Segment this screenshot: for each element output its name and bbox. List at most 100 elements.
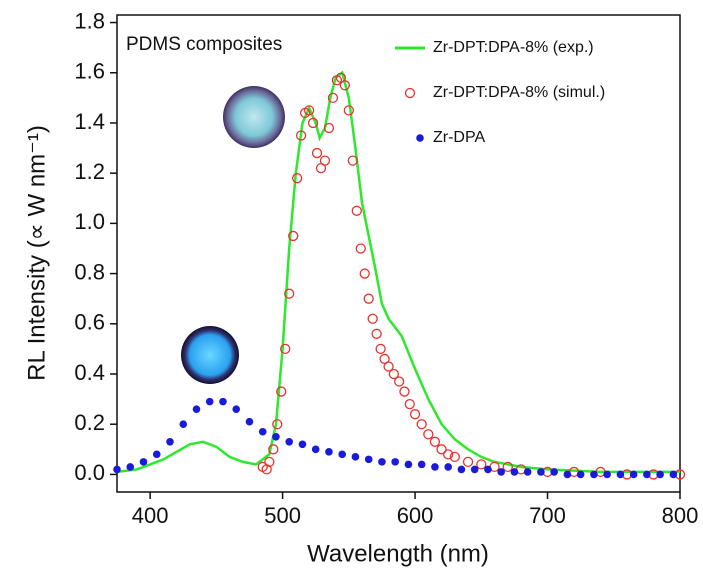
data-point xyxy=(295,130,307,141)
data-point xyxy=(272,432,280,441)
y-tick-label: 0.4 xyxy=(74,360,105,385)
data-point xyxy=(325,448,333,456)
data-point xyxy=(476,459,487,470)
data-point xyxy=(179,420,188,429)
annotation: PDMS composites xyxy=(126,34,282,55)
data-point xyxy=(311,445,320,454)
data-point xyxy=(537,468,545,476)
data-point xyxy=(404,398,415,410)
x-axis-label: Wavelength (nm) xyxy=(307,540,489,567)
data-line xyxy=(116,70,680,474)
data-point xyxy=(272,419,283,430)
data-point xyxy=(436,444,447,455)
data-point xyxy=(126,463,135,471)
y-tick-label: 0.6 xyxy=(74,310,105,335)
data-point xyxy=(576,470,585,479)
data-point xyxy=(288,230,299,242)
data-point xyxy=(307,117,319,129)
x-tick-label: 600 xyxy=(397,503,434,528)
data-point xyxy=(502,461,513,473)
data-point xyxy=(232,405,241,413)
data-point xyxy=(311,147,323,159)
data-point xyxy=(166,437,174,446)
data-point xyxy=(399,386,410,397)
y-tick-label: 0.0 xyxy=(74,460,105,485)
data-point xyxy=(378,458,386,466)
data-point xyxy=(510,468,519,476)
data-point xyxy=(359,268,370,279)
data-point xyxy=(462,456,474,468)
data-point xyxy=(388,368,400,380)
data-point xyxy=(416,419,427,430)
data-point xyxy=(280,343,291,355)
legend-swatch xyxy=(416,134,424,142)
data-point xyxy=(351,453,360,461)
data-point xyxy=(219,397,227,406)
data-point xyxy=(429,436,441,447)
data-point xyxy=(449,451,460,463)
x-tick-label: 700 xyxy=(529,503,566,528)
data-point xyxy=(404,460,413,469)
data-point xyxy=(383,361,394,372)
data-point xyxy=(497,468,505,476)
data-point xyxy=(363,293,374,304)
data-point xyxy=(338,450,347,459)
x-tick-label: 400 xyxy=(132,503,169,528)
data-point xyxy=(371,328,382,339)
data-point xyxy=(343,105,354,116)
legend-label: Zr-DPA xyxy=(433,129,485,146)
legend-label: Zr-DPT:DPA-8% (exp.) xyxy=(433,39,594,56)
data-point xyxy=(264,456,275,468)
data-point xyxy=(139,458,148,466)
y-tick-label: 1.2 xyxy=(74,159,105,184)
data-point xyxy=(367,313,378,324)
data-point xyxy=(364,455,373,464)
y-axis-label: RL Intensity (∝ W nm⁻¹) xyxy=(23,125,50,381)
data-point xyxy=(113,465,121,474)
data-point xyxy=(192,405,201,413)
data-point xyxy=(590,470,598,479)
y-tick-label: 0.8 xyxy=(74,259,105,284)
sample-photo xyxy=(181,326,239,384)
legend-label: Zr-DPT:DPA-8% (simul.) xyxy=(433,84,605,101)
data-point xyxy=(323,122,335,134)
data-point xyxy=(327,92,339,103)
data-point xyxy=(603,470,611,479)
data-point xyxy=(484,465,492,474)
data-point xyxy=(351,205,362,216)
data-point xyxy=(394,376,405,387)
legend-swatch xyxy=(404,87,416,99)
data-point xyxy=(319,155,331,166)
data-point xyxy=(339,80,350,91)
data-point xyxy=(444,463,452,471)
data-point xyxy=(669,470,678,479)
data-point xyxy=(423,429,434,440)
data-point xyxy=(276,386,287,397)
y-tick-label: 0.2 xyxy=(74,410,105,435)
data-point xyxy=(470,465,479,474)
data-point xyxy=(563,470,572,479)
data-point xyxy=(152,450,161,459)
sample-photo xyxy=(223,86,285,148)
data-point xyxy=(523,468,532,476)
data-point xyxy=(298,440,307,449)
data-point xyxy=(457,465,466,474)
data-point xyxy=(355,243,366,254)
data-point xyxy=(431,463,439,471)
data-point xyxy=(616,470,625,479)
data-point xyxy=(284,288,295,299)
data-point xyxy=(285,437,294,446)
y-tick-label: 1.8 xyxy=(74,8,105,33)
data-point xyxy=(443,449,454,460)
data-point xyxy=(268,444,279,455)
y-tick-label: 1.6 xyxy=(74,59,105,84)
x-tick-label: 800 xyxy=(662,503,699,528)
data-point xyxy=(643,470,651,479)
data-point xyxy=(375,343,386,355)
data-point xyxy=(550,468,558,476)
plot-frame xyxy=(116,14,681,493)
data-point xyxy=(391,458,399,466)
data-point xyxy=(303,105,315,116)
data-point xyxy=(261,464,272,475)
